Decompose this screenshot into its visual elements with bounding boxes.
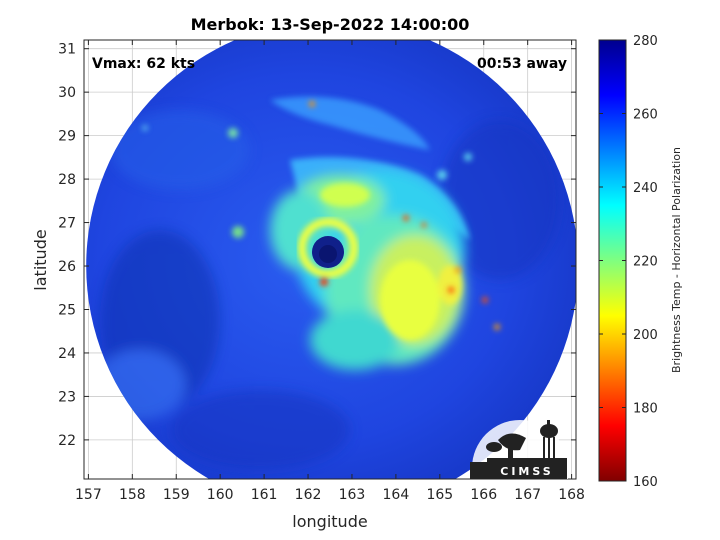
colorbar-label: Brightness Temp - Horizontal Polarizatio… [670, 147, 683, 373]
x-tick-label: 164 [383, 487, 410, 503]
axes-box [83, 39, 577, 480]
y-axis-ticks: 22 23 24 25 26 27 28 29 30 31 [58, 42, 576, 449]
y-tick-label: 26 [58, 259, 76, 275]
x-tick-label: 163 [339, 487, 366, 503]
y-tick-label: 22 [58, 433, 76, 449]
x-tick-label: 158 [119, 487, 146, 503]
chart-title: Merbok: 13-Sep-2022 14:00:00 [191, 15, 470, 34]
time-away-annotation: 00:53 away [477, 56, 567, 72]
brightness-temp-swath [86, 40, 576, 479]
colorbar-tick-label: 280 [633, 34, 658, 49]
y-tick-label: 25 [58, 302, 76, 318]
cimss-logo: CIMSS [470, 420, 568, 479]
x-tick-label: 160 [207, 487, 234, 503]
y-axis-label: latitude [31, 229, 50, 290]
y-tick-label: 30 [58, 85, 76, 101]
colorbar-gradient [598, 39, 627, 482]
y-tick-label: 28 [58, 172, 76, 188]
colorbar-tick-label: 240 [633, 181, 658, 196]
colorbar-tick-label: 260 [633, 108, 658, 123]
x-tick-label: 161 [251, 487, 278, 503]
y-tick-label: 27 [58, 216, 76, 232]
y-tick-label: 31 [58, 42, 76, 58]
y-tick-label: 24 [58, 346, 76, 362]
x-tick-label: 165 [426, 487, 453, 503]
cimss-logo-text: CIMSS [500, 465, 553, 478]
y-tick-label: 29 [58, 129, 76, 145]
x-axis-ticks: 157 158 159 160 161 162 163 164 165 166 167 168 [75, 40, 585, 503]
colorbar-tick-label: 220 [633, 255, 658, 270]
colorbar-tick-label: 200 [633, 328, 658, 343]
x-tick-label: 168 [558, 487, 585, 503]
colorbar-tick-label: 160 [633, 475, 658, 490]
colorbar-ticks: 160 180 200 220 240 260 280 [599, 34, 658, 490]
x-tick-label: 157 [75, 487, 102, 503]
x-tick-label: 162 [295, 487, 322, 503]
colorbar-tick-label: 180 [633, 402, 658, 417]
vmax-annotation: Vmax: 62 kts [92, 56, 195, 72]
colorbar: 160 180 200 220 240 260 280 Brightness Temp - … [598, 34, 683, 490]
x-tick-label: 166 [470, 487, 497, 503]
x-tick-label: 167 [514, 487, 541, 503]
y-tick-label: 23 [58, 389, 76, 405]
x-axis-label: longitude [292, 512, 367, 531]
x-tick-label: 159 [163, 487, 190, 503]
